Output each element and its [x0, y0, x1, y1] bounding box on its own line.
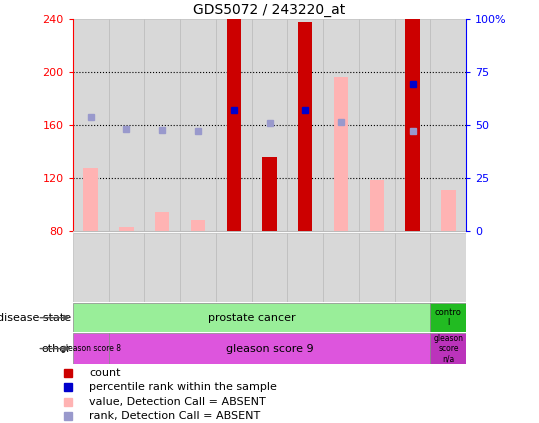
Bar — [431, 303, 466, 332]
Text: other: other — [41, 343, 71, 354]
Title: GDS5072 / 243220_at: GDS5072 / 243220_at — [194, 3, 345, 16]
Text: percentile rank within the sample: percentile rank within the sample — [89, 382, 278, 392]
Text: gleason
score
n/a: gleason score n/a — [433, 334, 464, 363]
Text: rank, Detection Call = ABSENT: rank, Detection Call = ABSENT — [89, 411, 261, 421]
Bar — [252, 233, 287, 302]
Bar — [287, 233, 323, 302]
Bar — [252, 19, 287, 231]
Bar — [405, 19, 420, 231]
Bar — [323, 233, 359, 302]
Text: count: count — [89, 368, 121, 378]
Text: disease state: disease state — [0, 313, 71, 323]
Bar — [191, 220, 205, 231]
Bar — [108, 333, 431, 364]
Bar — [395, 233, 431, 302]
Bar — [359, 233, 395, 302]
Bar — [73, 333, 108, 364]
Bar — [144, 19, 180, 231]
Text: contro
l: contro l — [435, 308, 462, 327]
Bar — [370, 180, 384, 231]
Bar — [180, 19, 216, 231]
Bar — [334, 77, 348, 231]
Bar — [431, 19, 466, 231]
Bar — [226, 19, 241, 231]
Bar — [431, 333, 466, 364]
Bar — [108, 19, 144, 231]
Text: value, Detection Call = ABSENT: value, Detection Call = ABSENT — [89, 397, 266, 407]
Text: prostate cancer: prostate cancer — [208, 313, 295, 323]
Bar — [84, 168, 98, 231]
Bar — [180, 233, 216, 302]
Bar — [359, 19, 395, 231]
Text: gleason score 8: gleason score 8 — [61, 344, 121, 353]
Text: gleason score 9: gleason score 9 — [226, 343, 313, 354]
Bar — [73, 233, 108, 302]
Bar — [119, 227, 134, 231]
Bar — [323, 19, 359, 231]
Bar — [155, 212, 169, 231]
Bar — [216, 19, 252, 231]
Bar — [441, 190, 455, 231]
Bar — [298, 22, 313, 231]
Bar — [431, 233, 466, 302]
Bar — [108, 233, 144, 302]
Bar — [73, 19, 108, 231]
Bar — [144, 233, 180, 302]
Bar — [395, 19, 431, 231]
Bar — [287, 19, 323, 231]
Bar — [216, 233, 252, 302]
Bar — [262, 157, 277, 231]
